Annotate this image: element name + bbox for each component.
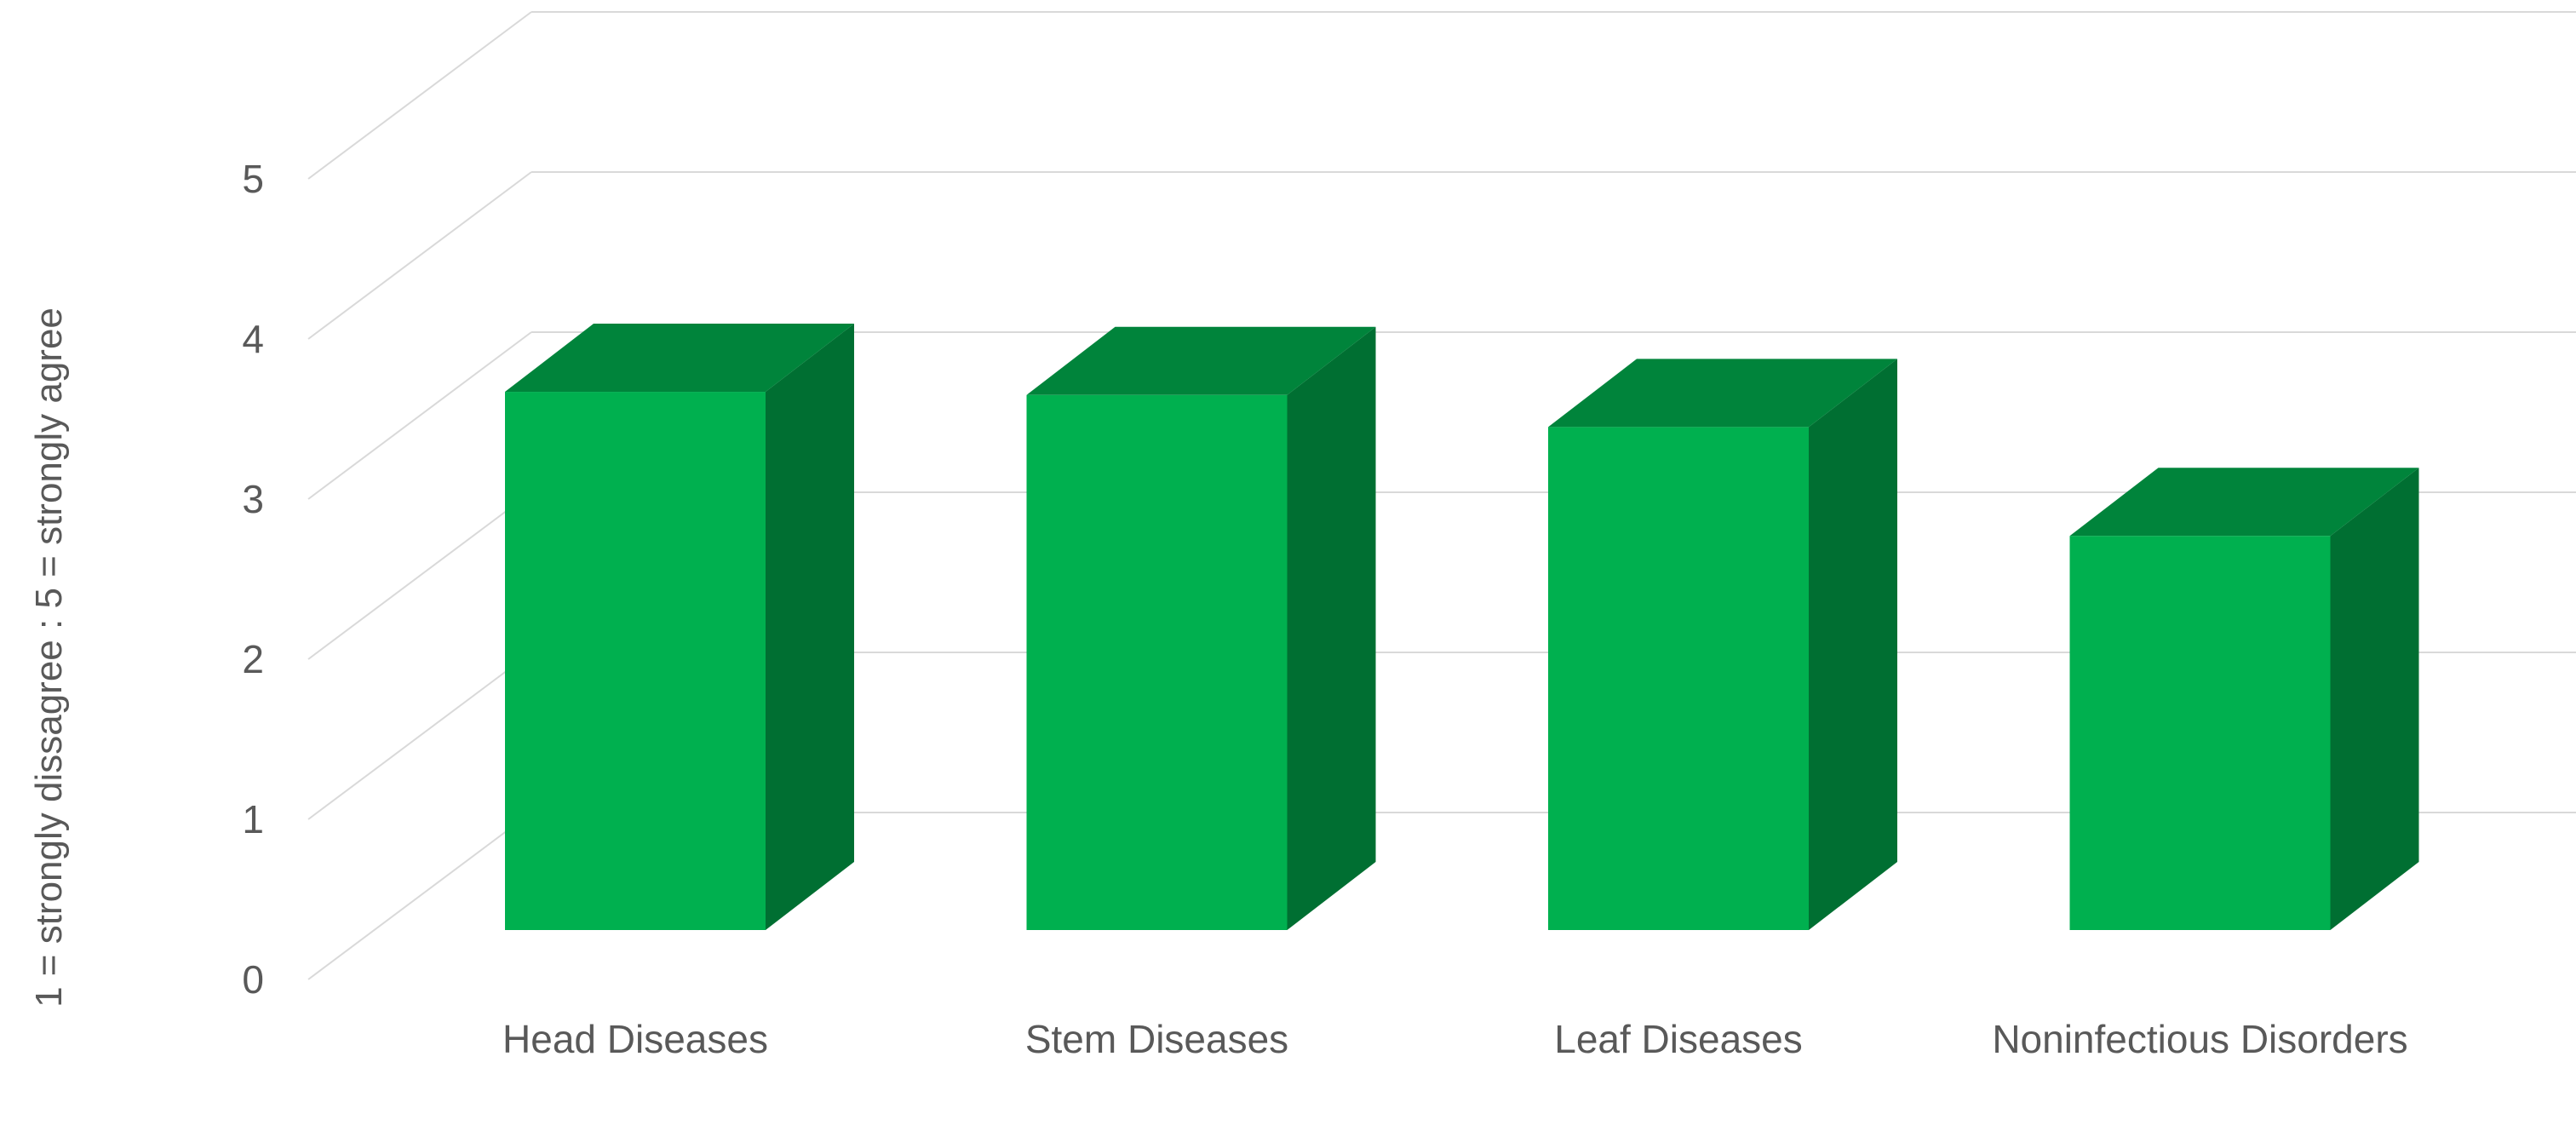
bar — [2069, 468, 2419, 930]
gridline-side — [307, 171, 532, 340]
bar — [505, 324, 854, 930]
bar-top-face — [1548, 359, 1897, 428]
bar-front-face — [505, 392, 766, 930]
bar-front-face — [2069, 536, 2331, 930]
bar-top-face — [2069, 468, 2419, 537]
y-tick-label: 0 — [242, 957, 264, 1002]
y-axis-ticks: 0 1 2 3 4 5 — [242, 157, 264, 1002]
bar-front-face — [1548, 427, 1809, 930]
gridline-side — [307, 652, 532, 820]
x-category-label: Leaf Diseases — [1554, 1017, 1803, 1061]
y-tick-label: 3 — [242, 477, 264, 521]
y-tick-label: 4 — [242, 317, 264, 361]
x-category-label: Head Diseases — [502, 1017, 768, 1061]
gridline-side — [307, 812, 532, 980]
gridline-side — [307, 331, 532, 500]
y-tick-label: 1 — [242, 797, 264, 841]
bar — [1026, 326, 1376, 930]
bar-top-face — [505, 324, 854, 393]
bar-side-face — [2330, 468, 2419, 930]
x-category-label: Stem Diseases — [1025, 1017, 1288, 1061]
gridline-side — [307, 491, 532, 660]
y-tick-label: 5 — [242, 157, 264, 201]
y-tick-label: 2 — [242, 637, 264, 681]
x-category-label: Noninfectious Disorders — [1992, 1017, 2407, 1061]
bar — [1548, 359, 1897, 930]
bars — [505, 324, 2419, 930]
y-axis-title: 1 = strongly dissagree : 5 = strongly ag… — [28, 307, 70, 1008]
bar-front-face — [1026, 394, 1288, 930]
bar-top-face — [1026, 326, 1376, 395]
bar-side-face — [1809, 359, 1897, 930]
bar-side-face — [766, 324, 854, 930]
x-axis-categories: Head Diseases Stem Diseases Leaf Diseases N… — [502, 1017, 2408, 1061]
gridline-side — [307, 11, 532, 180]
bar-side-face — [1287, 326, 1376, 930]
